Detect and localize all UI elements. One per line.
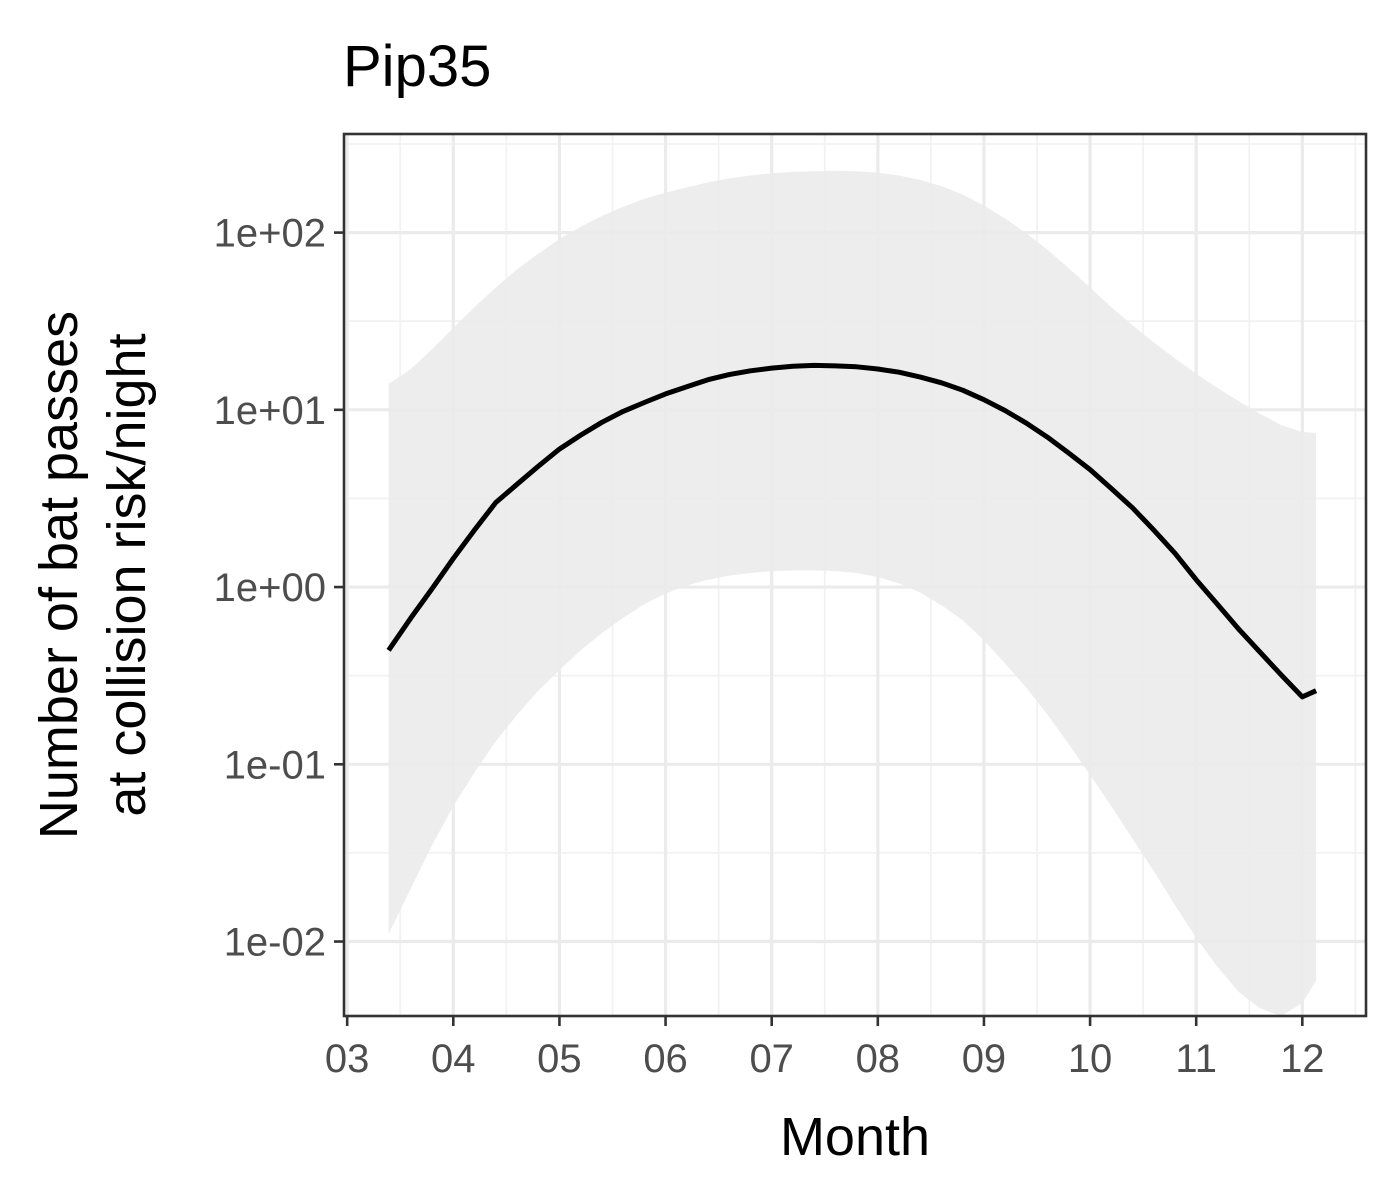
y-tick-label: 1e-02 — [224, 921, 326, 965]
y-tick-label: 1e-01 — [224, 743, 326, 787]
x-tick-label: 07 — [749, 1037, 794, 1081]
y-tick-label: 1e+00 — [214, 566, 326, 610]
ci-band — [388, 170, 1317, 1016]
x-tick-label: 03 — [325, 1037, 370, 1081]
line-layer — [386, 362, 1318, 700]
series-line-0 — [386, 362, 1318, 700]
y-tick-label: 1e+01 — [214, 389, 326, 433]
x-tick-label: 05 — [537, 1037, 582, 1081]
x-axis-title: Month — [780, 1107, 930, 1167]
y-axis-title-line-2: at collision risk/night — [97, 333, 157, 816]
panel-border — [342, 132, 1368, 1018]
axis-layer: 03 04 05 06 07 08 09 10 11 12 1e-02 1e-01 1e+00 1e+01… — [214, 132, 1368, 1081]
x-tick-label: 06 — [643, 1037, 688, 1081]
x-tick-label: 12 — [1280, 1037, 1325, 1081]
ci-band-layer — [388, 170, 1317, 1016]
chart-title: Pip35 — [343, 34, 491, 99]
x-tick-label: 11 — [1175, 1037, 1217, 1081]
y-tick-label: 1e+02 — [214, 212, 326, 256]
y-axis-title-line-1: Number of bat passes — [29, 311, 89, 839]
y-axis-title: Number of bat passes at collision risk/n… — [29, 311, 157, 839]
x-tick-label: 10 — [1068, 1037, 1113, 1081]
x-tick-label: 04 — [431, 1037, 476, 1081]
x-tick-label: 09 — [962, 1037, 1007, 1081]
x-tick-label: 08 — [856, 1037, 901, 1081]
